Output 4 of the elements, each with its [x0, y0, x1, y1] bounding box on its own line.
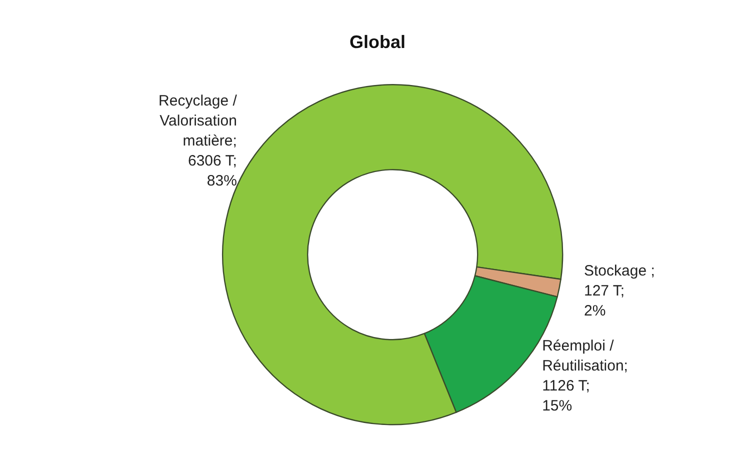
slice-label: Recyclage / Valorisation matière; 6306 T; 83% [158, 92, 238, 190]
chart-title: Global [349, 32, 406, 52]
slice-label: Réemploi / Réutilisation; 1126 T; 15% [542, 337, 628, 414]
slice-label: Stockage ; 127 T; 2% [584, 262, 655, 320]
